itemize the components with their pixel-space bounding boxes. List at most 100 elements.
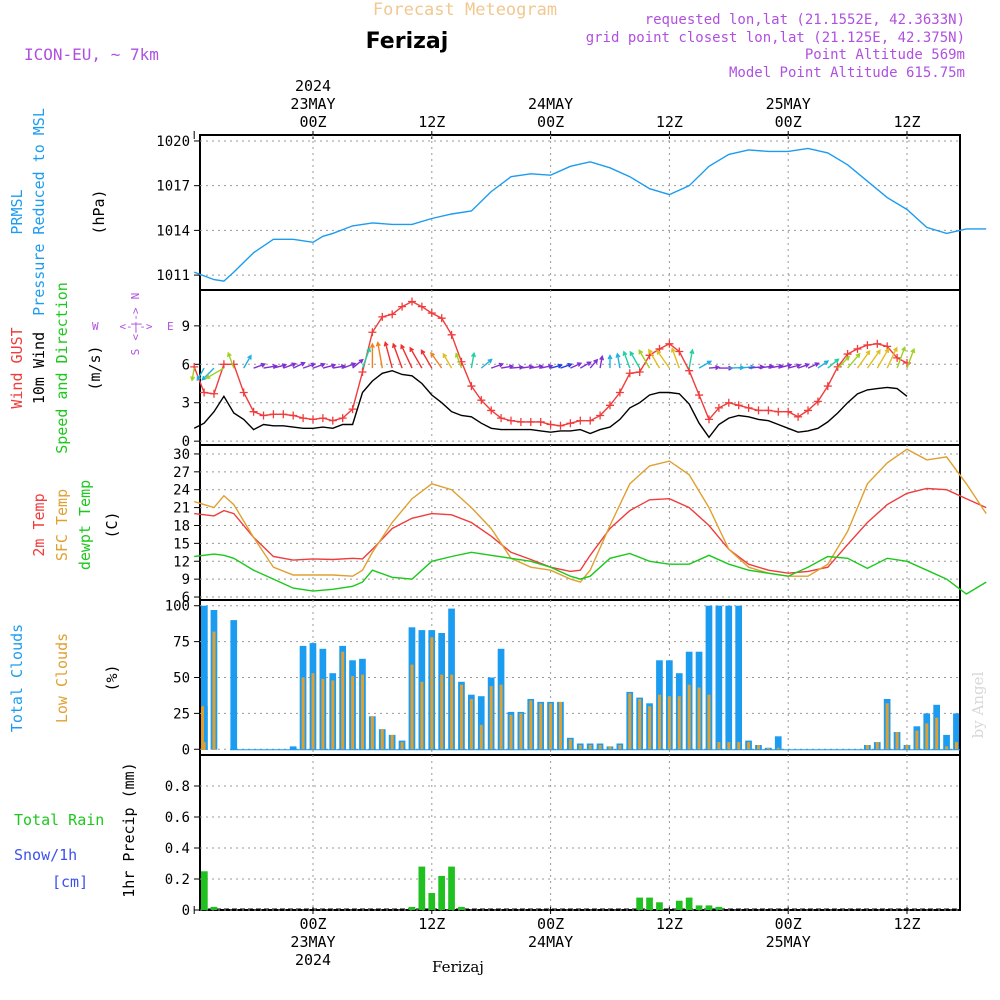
bottom-time-label: 25MAY	[766, 933, 811, 951]
gust-marker	[210, 389, 218, 398]
bottom-time-label: 23MAY	[290, 933, 335, 951]
wind-direction-arrow	[312, 362, 326, 369]
top-time-label: 00Z	[537, 113, 564, 131]
precip-axis-label: 1hr Precip (mm)	[120, 762, 138, 897]
model-label: ICON-EU, ~ 7km	[24, 45, 159, 64]
top-time-label: 25MAY	[766, 95, 811, 113]
precip-legend-label: [cm]	[52, 873, 88, 891]
bar-low-clouds	[578, 745, 582, 750]
gust-marker	[714, 403, 723, 412]
bar-low-clouds	[559, 701, 562, 750]
bar-low-clouds	[370, 716, 374, 750]
wind-direction-arrow	[520, 364, 535, 370]
compass-south: S	[129, 349, 142, 356]
gust-marker	[516, 417, 525, 426]
bar-total-rain	[695, 905, 703, 910]
bar-low-clouds	[588, 745, 592, 750]
bar-low-clouds	[935, 717, 939, 750]
gust-marker	[596, 411, 605, 420]
bar-low-clouds	[460, 684, 463, 750]
y-tick-label: 100	[165, 599, 190, 615]
bar-low-clouds	[450, 674, 454, 750]
series-line-prmsl	[193, 147, 987, 282]
gust-marker	[744, 403, 753, 412]
bar-low-clouds	[400, 742, 404, 750]
bar-total-rain	[636, 897, 643, 910]
wind-direction-arrow	[837, 355, 851, 369]
wind-direction-arrow	[243, 354, 252, 369]
gust-marker	[477, 396, 486, 405]
chart-title: Forecast Meteogram	[373, 0, 557, 20]
compass-east: E	[167, 320, 174, 333]
wind-direction-arrow	[876, 347, 890, 369]
bar-total-clouds	[230, 620, 238, 750]
wind-direction-arrow	[352, 358, 364, 369]
model-altitude: Model Point Altitude 615.75m	[729, 65, 965, 81]
bar-low-clouds	[875, 742, 879, 750]
y-tick-label: 3	[182, 396, 190, 412]
gust-marker	[358, 367, 367, 376]
bar-total-clouds	[725, 605, 733, 750]
gust-marker	[497, 414, 506, 423]
bar-low-clouds	[380, 729, 384, 750]
bar-total-clouds	[201, 605, 208, 750]
bar-low-clouds	[905, 745, 909, 750]
gust-marker	[219, 360, 228, 369]
y-tick-label: 15	[173, 536, 190, 552]
gust-marker	[804, 406, 812, 415]
wind-direction-arrow	[500, 364, 515, 370]
bar-low-clouds	[925, 723, 929, 750]
y-tick-label: 9	[182, 572, 190, 588]
bar-low-clouds	[489, 686, 493, 750]
gust-marker	[299, 414, 308, 423]
top-time-label: 24MAY	[528, 95, 573, 113]
gust-marker	[635, 367, 644, 376]
wind-direction-arrow	[227, 351, 235, 369]
wind-direction-arrow	[670, 347, 680, 369]
bar-low-clouds	[361, 674, 364, 750]
wind-direction-arrow	[570, 362, 583, 369]
top-time-label: 2024	[295, 77, 331, 95]
wind-direction-arrow	[797, 363, 811, 369]
bar-total-rain	[458, 906, 465, 910]
top-time-label: 00Z	[775, 113, 802, 131]
wind-direction-arrow	[560, 362, 573, 369]
gust-marker	[536, 417, 545, 426]
y-tick-label: 18	[173, 518, 190, 534]
bar-low-clouds	[202, 742, 206, 750]
wind-direction-arrow	[273, 363, 288, 369]
bar-total-rain	[646, 897, 653, 910]
y-tick-label: 0.4	[165, 841, 190, 857]
point-altitude: Point Altitude 569m	[805, 47, 965, 63]
y-tick-label: 0	[182, 903, 190, 919]
gust-marker	[576, 416, 585, 425]
gust-marker	[724, 398, 733, 407]
bottom-time-label: 00Z	[537, 915, 564, 933]
bar-low-clouds	[717, 742, 721, 750]
panel-label-wind: Wind GUST	[8, 327, 26, 408]
bar-low-clouds	[430, 637, 434, 750]
y-tick-label: 21	[173, 501, 190, 517]
gust-marker	[338, 414, 347, 423]
wind-direction-arrow	[866, 349, 881, 369]
bar-low-clouds	[618, 745, 622, 750]
gust-marker	[249, 407, 258, 416]
top-time-label: 12Z	[418, 113, 445, 131]
y-tick-label: 1017	[156, 179, 190, 195]
bar-total-clouds	[705, 605, 713, 750]
gust-marker	[408, 297, 416, 306]
gust-marker	[289, 411, 298, 420]
series-line-dewpt-temp	[194, 551, 987, 595]
gust-marker	[794, 412, 803, 421]
wind-direction-arrow	[599, 354, 605, 369]
bar-total-rain	[428, 893, 436, 910]
bar-low-clouds	[509, 714, 513, 750]
gust-marker	[893, 353, 902, 362]
gust-marker	[873, 339, 882, 348]
bar-total-rain	[201, 871, 208, 911]
gust-marker	[734, 401, 743, 410]
wind-direction-arrow	[400, 343, 413, 369]
gust-marker	[437, 314, 446, 323]
bar-low-clouds	[331, 680, 335, 750]
